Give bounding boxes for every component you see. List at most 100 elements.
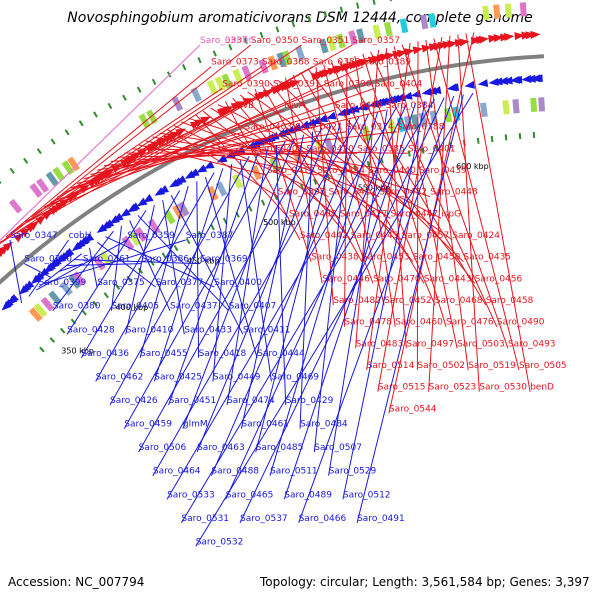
forward-gene-label: Saro_0502 bbox=[417, 361, 465, 371]
forward-gene-leader bbox=[315, 67, 334, 306]
outer-feature-block bbox=[61, 160, 75, 176]
tick-mark bbox=[228, 43, 233, 51]
forward-gene-leader bbox=[354, 55, 396, 327]
tick-mark bbox=[185, 237, 191, 245]
reverse-gene-label: Saro_0537 bbox=[240, 514, 288, 524]
forward-gene-label: Saro_0457 bbox=[402, 231, 450, 241]
inner-feature-block bbox=[538, 97, 545, 112]
reverse-gene-leader bbox=[95, 172, 215, 382]
reverse-cds-arrow bbox=[120, 208, 131, 218]
forward-cds-arrow bbox=[19, 227, 31, 238]
outer-feature-block bbox=[67, 156, 80, 172]
forward-gene-label: Saro_0443 bbox=[424, 274, 472, 284]
reverse-cds-arrow bbox=[136, 197, 148, 207]
outer-feature-block bbox=[419, 14, 429, 30]
forward-cds-arrow bbox=[13, 232, 24, 243]
forward-gene-leader bbox=[145, 140, 318, 176]
forward-cds-arrow bbox=[503, 33, 515, 42]
reverse-gene-leader bbox=[166, 107, 398, 500]
forward-gene-label: Saro_0460 bbox=[395, 318, 443, 328]
reverse-gene-label: glmM bbox=[183, 420, 208, 430]
rna-gene-leader bbox=[0, 44, 201, 241]
forward-gene-leader bbox=[393, 46, 458, 349]
forward-gene-leader bbox=[362, 53, 447, 327]
rna-gene-label: Saro_R0006 bbox=[200, 36, 254, 46]
tick-mark bbox=[103, 292, 109, 299]
forward-gene-leader bbox=[254, 88, 312, 262]
forward-gene-label: Saro_0483 bbox=[356, 339, 404, 349]
reverse-gene-label: Saro_0451 bbox=[169, 396, 217, 406]
forward-gene-leader bbox=[323, 64, 385, 306]
reverse-cds-arrow bbox=[8, 293, 19, 304]
forward-gene-leader bbox=[401, 44, 509, 349]
forward-gene-label: Saro_0350 bbox=[251, 36, 299, 46]
inner-feature-block bbox=[177, 201, 190, 217]
forward-gene-label: Saro_0435 bbox=[463, 253, 511, 263]
outer-feature-block bbox=[348, 30, 358, 46]
reverse-cds-arrow bbox=[113, 212, 124, 222]
inner-feature-block bbox=[72, 271, 86, 286]
reverse-gene-leader bbox=[182, 137, 295, 429]
scale-label: 550 kbp bbox=[358, 184, 391, 193]
outer-feature-block bbox=[482, 5, 490, 21]
tick-mark bbox=[0, 178, 2, 185]
forward-gene-leader bbox=[465, 33, 531, 392]
forward-gene-label: Saro_0482 bbox=[333, 296, 381, 306]
tick-mark bbox=[259, 31, 264, 39]
reverse-gene-label: Saro_0347 bbox=[10, 231, 58, 241]
outer-feature-block bbox=[8, 198, 23, 214]
outer-feature-block bbox=[52, 166, 66, 182]
reverse-gene-label: Saro_0531 bbox=[181, 514, 229, 524]
reverse-gene-leader bbox=[239, 97, 445, 524]
reverse-gene-label: Saro_0410 bbox=[126, 325, 174, 335]
forward-gene-label: Saro_0452 bbox=[384, 296, 432, 306]
forward-gene-label: Saro_0374 bbox=[346, 123, 394, 133]
forward-gene-label: Saro_0490 bbox=[497, 318, 545, 328]
reverse-gene-label: Saro_0449 bbox=[213, 372, 261, 382]
scale-label: 600 kbp bbox=[456, 162, 489, 171]
forward-gene-label: Saro_0396 bbox=[324, 79, 372, 89]
reverse-cds-arrow bbox=[477, 79, 489, 88]
reverse-gene-label: Saro_0361 bbox=[83, 255, 131, 265]
tick-mark bbox=[136, 86, 142, 93]
reverse-gene-label: Saro_0386 bbox=[141, 255, 189, 265]
forward-gene-label: Saro_0503 bbox=[457, 339, 505, 349]
outer-feature-block bbox=[29, 182, 43, 198]
reverse-gene-label: Saro_0428 bbox=[67, 325, 115, 335]
reverse-gene-leader bbox=[239, 160, 272, 382]
scale-label: 350 kbp bbox=[61, 347, 94, 356]
reverse-gene-label: Saro_0436 bbox=[81, 349, 129, 359]
reverse-gene-leader bbox=[153, 168, 224, 382]
reverse-gene-leader bbox=[162, 200, 185, 335]
tick-mark bbox=[81, 309, 87, 316]
forward-gene-leader bbox=[217, 104, 442, 219]
reverse-gene-leader bbox=[97, 241, 157, 288]
reverse-gene-label: Saro_0387 bbox=[186, 231, 234, 241]
inner-feature-block bbox=[33, 303, 48, 318]
reverse-gene-label: Saro_0488 bbox=[211, 467, 259, 477]
inner-feature-block bbox=[134, 226, 148, 243]
reverse-gene-leader bbox=[275, 144, 287, 406]
forward-gene-leader bbox=[355, 49, 379, 349]
reverse-gene-leader bbox=[139, 185, 189, 359]
tick-mark bbox=[92, 300, 98, 307]
inner-feature-block bbox=[231, 173, 244, 190]
accession-text: Accession: NC_007794 bbox=[8, 575, 145, 589]
reverse-gene-leader bbox=[138, 128, 323, 453]
forward-gene-leader bbox=[269, 82, 414, 263]
inner-feature-block bbox=[99, 250, 113, 266]
forward-gene-leader bbox=[343, 57, 348, 327]
tick-mark bbox=[323, 11, 328, 18]
tick-mark bbox=[9, 167, 15, 174]
tick-mark bbox=[210, 224, 215, 231]
forward-cds-arrow bbox=[493, 34, 504, 43]
forward-gene-leader bbox=[202, 110, 341, 219]
reverse-gene-leader bbox=[356, 94, 464, 524]
forward-gene-label: Saro_0424 bbox=[452, 231, 500, 241]
tick-mark bbox=[49, 337, 56, 343]
reverse-gene-label: Saro_0380 bbox=[53, 302, 101, 312]
forward-gene-label: Saro_0412 bbox=[329, 188, 377, 198]
reverse-gene-leader bbox=[298, 95, 455, 524]
reverse-cds-arrow bbox=[154, 187, 166, 196]
reverse-gene-leader bbox=[110, 225, 122, 311]
